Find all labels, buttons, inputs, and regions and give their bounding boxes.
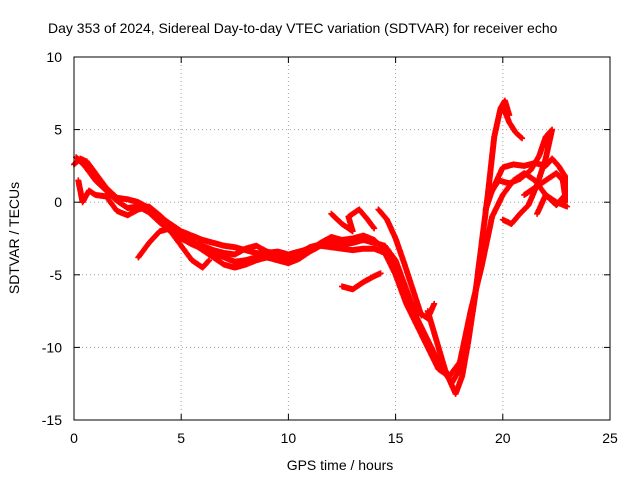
x-tick-label: 5 xyxy=(177,430,185,446)
series-track-4 xyxy=(135,225,324,271)
data-point-markers xyxy=(156,213,213,271)
data-point-markers xyxy=(521,170,568,217)
data-point-markers xyxy=(484,126,556,227)
series-track-8 xyxy=(375,206,425,319)
y-axis-label: SDTVAR / TECUs xyxy=(6,182,22,294)
x-tick-label: 15 xyxy=(388,430,404,446)
data-point-markers xyxy=(424,264,483,387)
data-points xyxy=(71,97,571,397)
axis-ticks: 0 5 10 15 20 25 -15 -10 -5 0 5 10 xyxy=(42,49,618,446)
data-point-markers xyxy=(499,103,526,142)
data-point-markers xyxy=(375,206,425,319)
y-tick-label: -5 xyxy=(50,267,63,283)
x-tick-label: 10 xyxy=(281,430,297,446)
x-tick-label: 0 xyxy=(70,430,78,446)
grid-lines xyxy=(74,57,610,420)
series-track-11 xyxy=(484,126,556,227)
y-tick-label: -10 xyxy=(42,339,62,355)
x-tick-label: 20 xyxy=(495,430,511,446)
series-track-6 xyxy=(328,206,378,235)
y-tick-label: 5 xyxy=(54,122,62,138)
series-track-13 xyxy=(521,170,568,217)
series-track-12 xyxy=(499,103,526,142)
x-tick-label: 25 xyxy=(602,430,618,446)
series-track-7 xyxy=(339,270,384,293)
chart-title: Day 353 of 2024, Sidereal Day-to-day VTE… xyxy=(48,20,558,36)
plot-frame xyxy=(73,56,611,421)
data-point-markers xyxy=(328,206,378,235)
y-tick-label: -15 xyxy=(42,412,62,428)
x-axis-label: GPS time / hours xyxy=(287,457,394,473)
series-track-9 xyxy=(424,264,483,387)
series-track-5 xyxy=(156,213,213,271)
data-point-markers xyxy=(339,270,384,293)
data-point-markers xyxy=(135,225,324,271)
y-tick-label: 10 xyxy=(46,49,62,65)
y-tick-label: 0 xyxy=(54,194,62,210)
